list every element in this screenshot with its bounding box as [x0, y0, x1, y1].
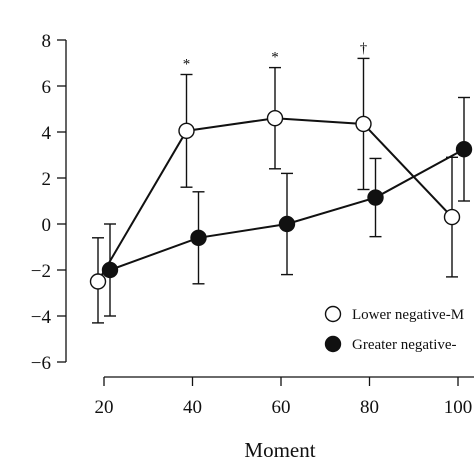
x-axis-title: Moment — [244, 438, 315, 462]
data-point — [355, 115, 372, 133]
error-bars — [92, 57, 470, 324]
legend-marker — [324, 305, 342, 323]
y-tick-label: 6 — [42, 77, 52, 98]
x-tick-label: 60 — [272, 397, 291, 418]
y-tick-label: −6 — [31, 353, 51, 374]
legend-marker — [324, 335, 342, 353]
significance-mark: * — [183, 57, 191, 73]
series-lines — [97, 117, 465, 283]
x-tick-label: 20 — [95, 397, 114, 418]
x-tick-label: 40 — [183, 397, 202, 418]
legend-label: Greater negative- — [352, 337, 457, 353]
data-point — [278, 215, 296, 233]
data-point — [367, 189, 384, 206]
significance-mark: * — [271, 50, 279, 66]
data-point — [443, 208, 461, 226]
y-tick-label: −4 — [31, 307, 52, 328]
data-point — [178, 122, 195, 140]
x-tick-label: 80 — [360, 397, 379, 418]
legend-label: Lower negative-M — [352, 307, 464, 323]
y-tick-label: 8 — [42, 31, 52, 52]
x-tick-label: 100 — [444, 397, 473, 418]
data-markers — [89, 109, 473, 290]
data-point — [455, 141, 473, 158]
significance-mark: † — [360, 40, 368, 56]
y-tick-label: −2 — [31, 261, 51, 282]
y-tick-label: 4 — [42, 123, 52, 144]
significance-annotations: * * † — [183, 40, 368, 72]
y-tick-label: 2 — [42, 169, 52, 190]
y-tick-label: 0 — [42, 215, 52, 236]
legend: Lower negative-M Greater negative- — [324, 305, 464, 353]
data-point — [101, 261, 119, 279]
data-point — [190, 229, 207, 247]
data-point — [89, 273, 107, 290]
data-point — [266, 109, 284, 127]
